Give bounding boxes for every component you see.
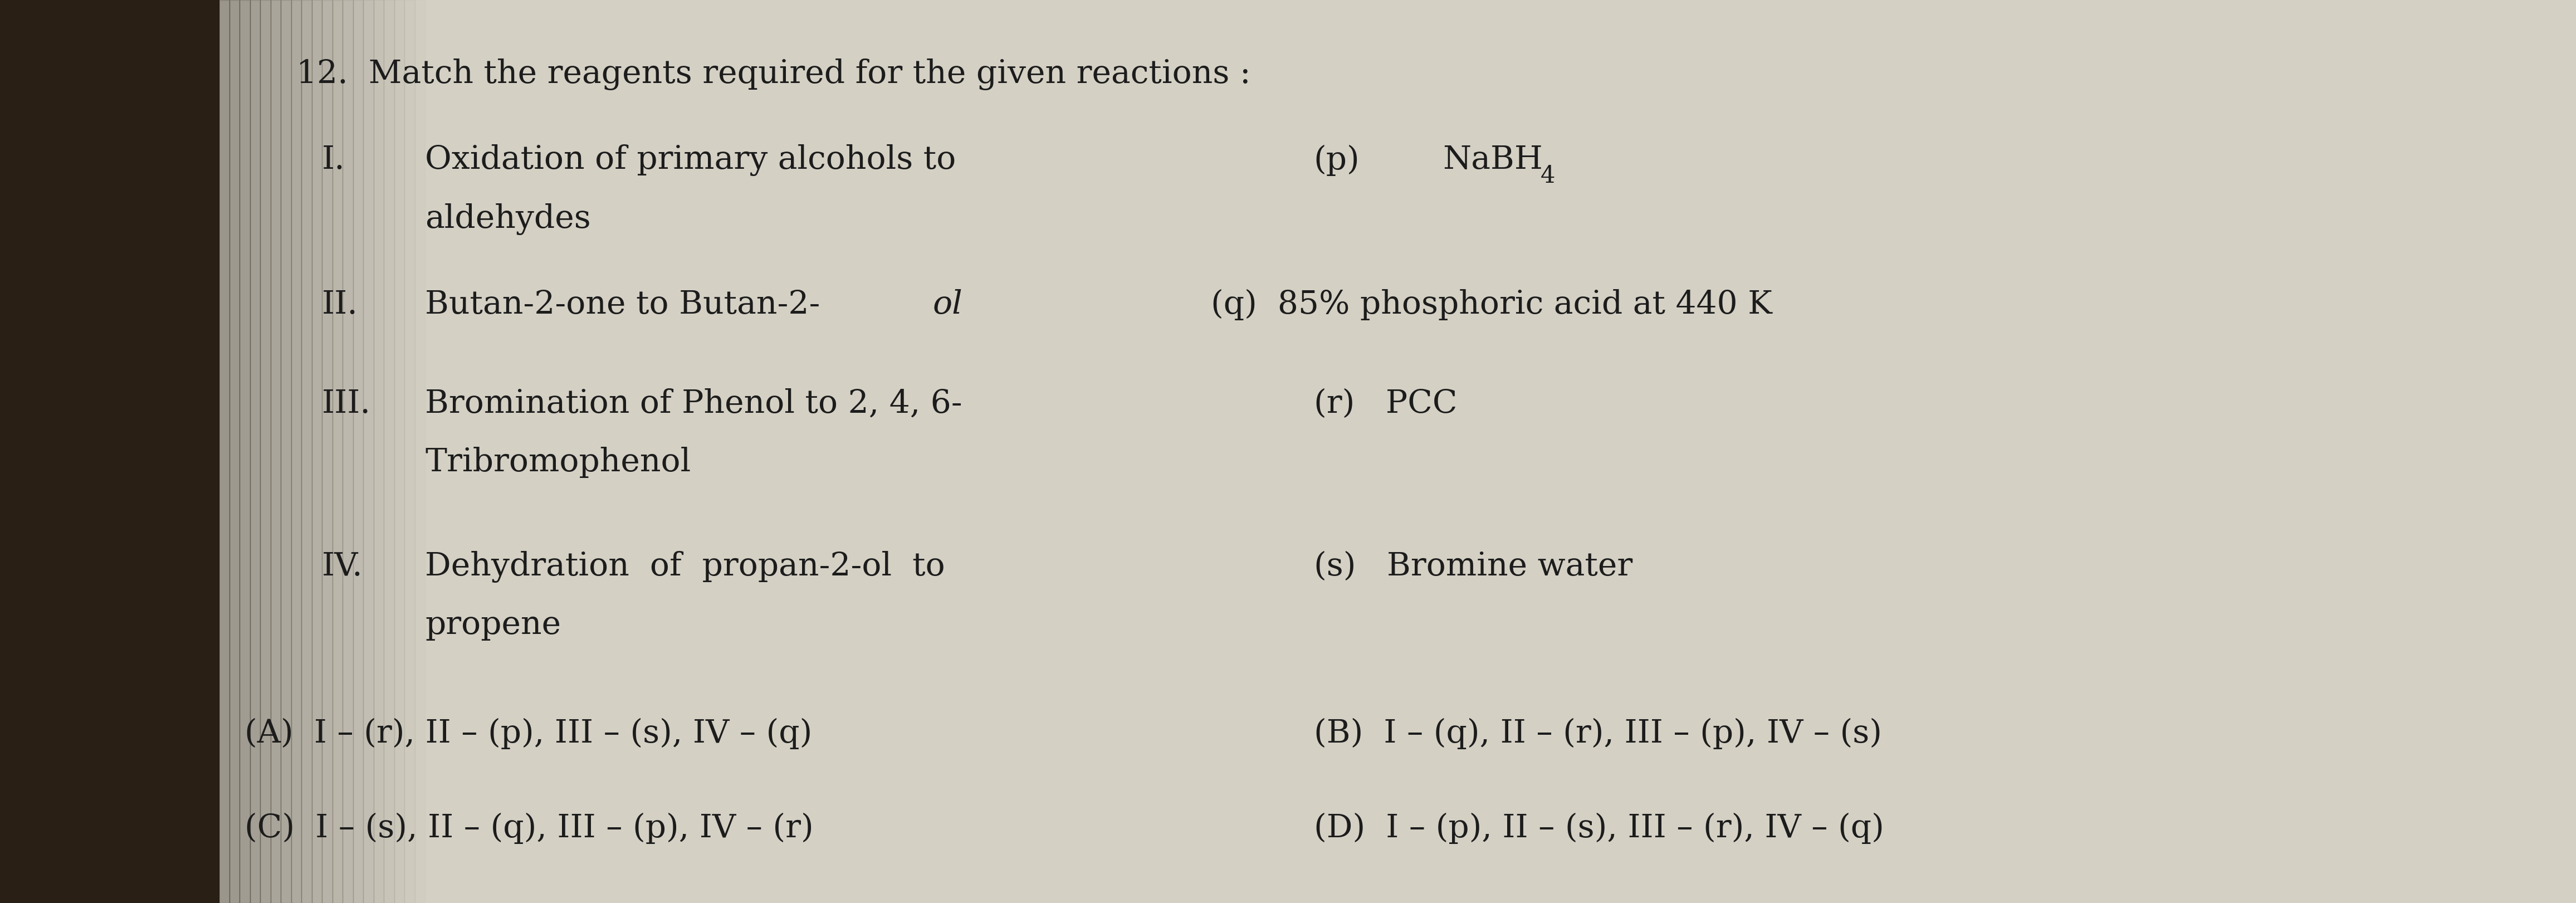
Text: (D)  I – (p), II – (s), III – (r), IV – (q): (D) I – (p), II – (s), III – (r), IV – (…	[1314, 813, 1883, 844]
Bar	[301, 0, 312, 903]
Text: (p): (p)	[1314, 144, 1360, 176]
Text: Tribromophenol: Tribromophenol	[425, 447, 690, 479]
Text: I.: I.	[322, 144, 345, 176]
Text: IV.: IV.	[322, 551, 363, 582]
Bar	[240, 0, 250, 903]
Text: (q)  85% phosphoric acid at 440 K: (q) 85% phosphoric acid at 440 K	[1211, 289, 1772, 321]
Bar	[343, 0, 353, 903]
Text: Bromination of Phenol to 2, 4, 6-: Bromination of Phenol to 2, 4, 6-	[425, 388, 963, 420]
Bar	[332, 0, 343, 903]
Bar	[415, 0, 425, 903]
Bar	[394, 0, 404, 903]
Bar	[219, 0, 229, 903]
Bar	[260, 0, 270, 903]
Text: (s)   Bromine water: (s) Bromine water	[1314, 551, 1633, 582]
Text: 4: 4	[1540, 164, 1556, 188]
Text: II.: II.	[322, 289, 358, 321]
Bar	[374, 0, 384, 903]
Text: (C)  I – (s), II – (q), III – (p), IV – (r): (C) I – (s), II – (q), III – (p), IV – (…	[245, 813, 814, 844]
Bar	[312, 0, 322, 903]
Text: (B)  I – (q), II – (r), III – (p), IV – (s): (B) I – (q), II – (r), III – (p), IV – (…	[1314, 718, 1883, 749]
Bar	[363, 0, 374, 903]
Bar	[270, 0, 281, 903]
Text: III.: III.	[322, 388, 371, 420]
Text: aldehydes: aldehydes	[425, 203, 590, 235]
Text: (r)   PCC: (r) PCC	[1314, 388, 1458, 420]
Bar	[384, 0, 394, 903]
Bar	[250, 0, 260, 903]
Text: (A)  I – (r), II – (p), III – (s), IV – (q): (A) I – (r), II – (p), III – (s), IV – (…	[245, 718, 811, 749]
Text: Oxidation of primary alcohols to: Oxidation of primary alcohols to	[425, 144, 956, 176]
Text: Dehydration  of  propan-2-ol  to: Dehydration of propan-2-ol to	[425, 551, 945, 582]
Bar	[229, 0, 240, 903]
Bar	[322, 0, 332, 903]
Text: ol: ol	[933, 289, 963, 321]
Bar	[0, 0, 219, 903]
Text: Butan-2-one to Butan-2-: Butan-2-one to Butan-2-	[425, 289, 819, 321]
Bar	[404, 0, 415, 903]
Text: 12.  Match the reagents required for the given reactions :: 12. Match the reagents required for the …	[296, 59, 1252, 90]
Bar	[281, 0, 291, 903]
Text: propene: propene	[425, 610, 562, 641]
Text: NaBH: NaBH	[1443, 144, 1543, 176]
Bar	[353, 0, 363, 903]
Bar	[291, 0, 301, 903]
